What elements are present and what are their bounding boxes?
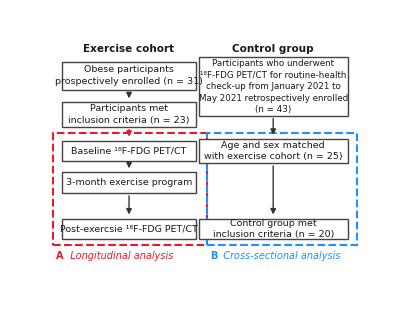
FancyBboxPatch shape (199, 58, 348, 116)
FancyBboxPatch shape (62, 172, 196, 193)
Text: A: A (56, 252, 64, 261)
FancyBboxPatch shape (62, 219, 196, 239)
Text: Control group: Control group (232, 44, 314, 54)
Text: B: B (210, 252, 217, 261)
Text: 3-month exercise program: 3-month exercise program (66, 178, 192, 187)
Text: Age and sex matched
with exercise cohort (n = 25): Age and sex matched with exercise cohort… (204, 141, 342, 161)
Text: Longitudinal analysis: Longitudinal analysis (64, 252, 173, 261)
Text: Participants who underwent
¹⁸F-FDG PET/CT for routine-health
check-up from Janua: Participants who underwent ¹⁸F-FDG PET/C… (198, 59, 348, 114)
Text: Baseline ¹⁸F-FDG PET/CT: Baseline ¹⁸F-FDG PET/CT (71, 147, 187, 155)
Text: Participants met
inclusion criteria (n = 23): Participants met inclusion criteria (n =… (68, 104, 190, 125)
Text: Cross-sectional analysis: Cross-sectional analysis (218, 252, 341, 261)
FancyBboxPatch shape (199, 219, 348, 239)
FancyBboxPatch shape (62, 141, 196, 161)
FancyBboxPatch shape (199, 139, 348, 163)
Text: Obese participants
prospectively enrolled (n = 31): Obese participants prospectively enrolle… (55, 65, 203, 86)
Text: Post-exercsie ¹⁸F-FDG PET/CT: Post-exercsie ¹⁸F-FDG PET/CT (60, 224, 198, 234)
FancyBboxPatch shape (62, 102, 196, 127)
Text: Control group met
inclusion criteria (n = 20): Control group met inclusion criteria (n … (212, 219, 334, 239)
FancyBboxPatch shape (62, 62, 196, 90)
Text: Exercise cohort: Exercise cohort (84, 44, 175, 54)
